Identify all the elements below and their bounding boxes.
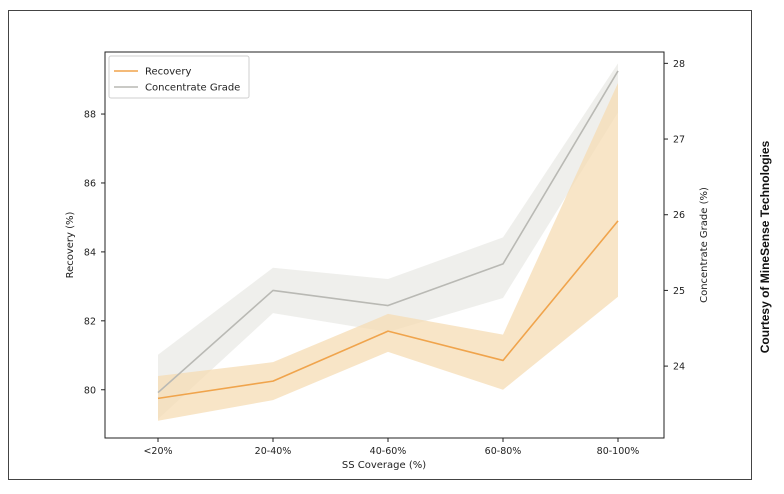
right-y-tick-label: 25 — [673, 286, 685, 297]
band-concentrate-grade — [158, 63, 618, 420]
dual-axis-line-chart: <20% 20-40% 40-60% 60-80% 80-100% 80 82 84 86 88… — [65, 51, 710, 471]
x-axis-ticks: <20% 20-40% 40-60% 60-80% 80-100% — [143, 438, 639, 457]
right-y-axis-title: Concentrate Grade (%) — [699, 187, 710, 303]
x-tick-label: 80-100% — [597, 446, 640, 457]
confidence-bands — [158, 63, 618, 421]
left-y-tick-label: 88 — [84, 110, 96, 121]
right-y-tick-label: 28 — [673, 59, 685, 70]
series-lines — [157, 70, 619, 400]
left-y-axis-ticks: 80 82 84 86 88 — [84, 110, 105, 396]
x-tick-label: 40-60% — [370, 446, 407, 457]
left-y-tick-label: 84 — [84, 247, 96, 258]
line-recovery — [157, 220, 619, 400]
right-y-tick-label: 26 — [673, 210, 685, 221]
legend-box — [108, 55, 250, 99]
x-tick-label: 60-80% — [485, 446, 522, 457]
left-y-tick-label: 86 — [84, 178, 96, 189]
right-y-tick-label: 24 — [673, 362, 685, 373]
band-recovery — [158, 83, 618, 421]
left-y-axis-title: Recovery (%) — [65, 211, 76, 278]
legend-label-concentrate-grade: Concentrate Grade — [145, 83, 240, 94]
right-y-axis-ticks: 24 25 26 27 28 — [664, 59, 685, 373]
x-axis-title: SS Coverage (%) — [342, 460, 426, 471]
line-concentrate-grade — [157, 70, 619, 394]
left-y-tick-label: 80 — [84, 385, 96, 396]
legend: Recovery Concentrate Grade — [108, 55, 250, 99]
plot-area-border — [104, 51, 665, 439]
right-y-tick-label: 27 — [673, 135, 685, 146]
x-tick-label: <20% — [143, 446, 172, 457]
image-credit: Courtesy of MineSense Technologies — [758, 140, 772, 354]
left-y-tick-label: 82 — [84, 316, 96, 327]
x-tick-label: 20-40% — [255, 446, 292, 457]
legend-label-recovery: Recovery — [145, 67, 191, 78]
